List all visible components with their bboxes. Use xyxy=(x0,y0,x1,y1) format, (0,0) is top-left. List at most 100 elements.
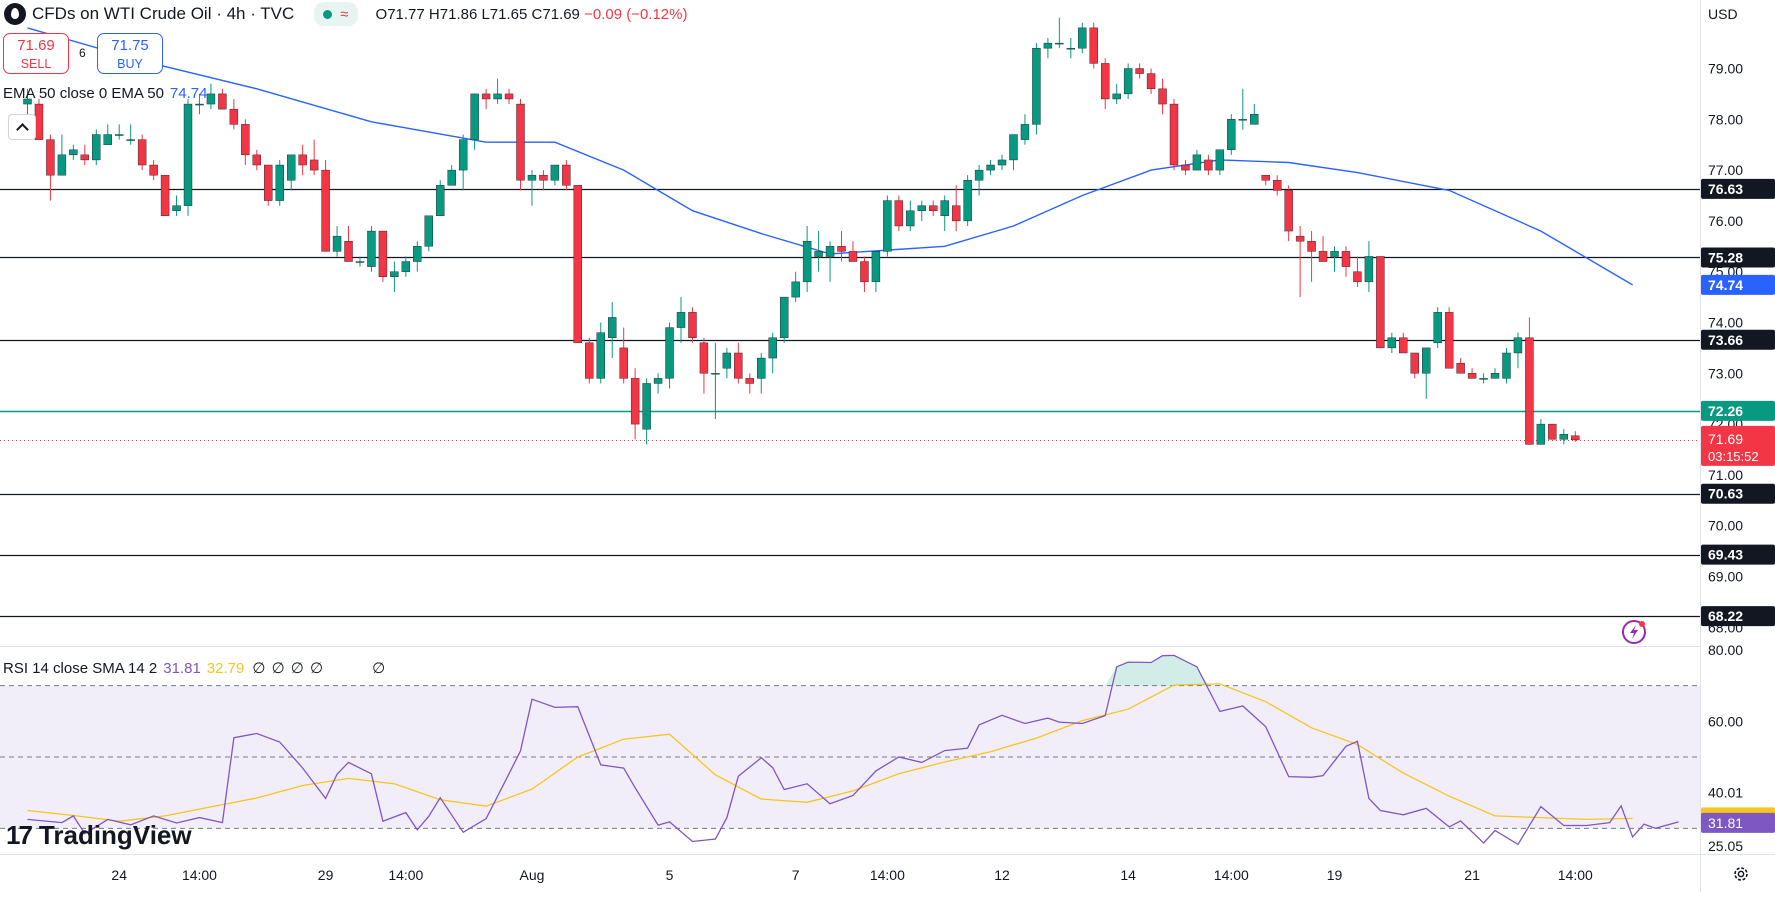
rsi-axis-tick: 25.05 xyxy=(1708,838,1743,854)
candle-body xyxy=(1055,42,1064,45)
candle xyxy=(103,124,112,145)
candle xyxy=(573,185,583,344)
bar-countdown-label: 03:15:52 xyxy=(1708,449,1759,464)
candle xyxy=(516,98,525,191)
header-bar: CFDs on WTI Crude Oil · 4h · TVC ≈ O71.7… xyxy=(0,0,687,28)
candle-body xyxy=(1181,164,1190,171)
ema-price-label: 74.74 xyxy=(1708,277,1743,293)
candle-body xyxy=(619,347,628,379)
level-label: 69.43 xyxy=(1708,547,1743,563)
ohlc-open: O71.77 xyxy=(375,5,425,23)
candle-body xyxy=(940,200,949,217)
candle-body xyxy=(1433,312,1442,344)
sell-price: 71.69 xyxy=(17,37,55,54)
candle xyxy=(1410,352,1419,379)
candle-body xyxy=(585,342,594,379)
candle-body xyxy=(779,296,789,338)
candle xyxy=(1399,332,1408,354)
chevron-up-icon[interactable] xyxy=(8,114,36,140)
candle xyxy=(802,225,812,293)
candle-body xyxy=(23,98,32,105)
candle xyxy=(390,261,399,293)
rsi-sma-legend-value: 32.79 xyxy=(206,660,245,677)
price-axis-tick: 69.00 xyxy=(1708,569,1743,585)
candle xyxy=(34,98,44,140)
candle xyxy=(92,129,101,166)
candle-body xyxy=(447,169,456,186)
market-status-pill[interactable]: ≈ xyxy=(314,2,358,26)
candle xyxy=(596,322,605,384)
candle-body xyxy=(1525,337,1534,445)
candle-body xyxy=(917,205,926,211)
candle-body xyxy=(92,134,101,161)
currency-selector[interactable]: USD xyxy=(1708,6,1738,22)
candle xyxy=(1341,246,1351,277)
candle xyxy=(929,200,938,216)
sell-button[interactable]: 71.69 SELL xyxy=(3,33,69,74)
candle-body xyxy=(1444,312,1454,369)
candle-body xyxy=(390,271,399,277)
candle xyxy=(1009,134,1018,171)
level-label: 72.26 xyxy=(1708,403,1743,419)
candle xyxy=(332,225,342,257)
candle-body xyxy=(355,261,365,263)
candle-body xyxy=(378,230,388,277)
candle xyxy=(688,307,697,343)
tradingview-logo[interactable]: 17 TradingView xyxy=(6,820,192,851)
candle xyxy=(562,159,571,191)
candle xyxy=(745,373,754,394)
candle xyxy=(734,342,743,384)
candle xyxy=(481,88,491,110)
level-label-bg xyxy=(1701,483,1775,504)
candle-body xyxy=(1158,88,1167,105)
buy-label: BUY xyxy=(117,57,143,71)
candle-body xyxy=(57,154,67,176)
candle-body xyxy=(527,174,537,181)
candle-body xyxy=(963,180,972,222)
candle xyxy=(1135,63,1144,79)
price-axis-tick: 76.00 xyxy=(1708,213,1743,229)
level-label: 76.63 xyxy=(1708,181,1743,197)
candle xyxy=(252,149,262,171)
time-axis-tick: 19 xyxy=(1327,867,1343,883)
gear-icon[interactable] xyxy=(1732,865,1750,883)
level-label-bg xyxy=(1701,400,1775,421)
candle-body xyxy=(413,246,422,262)
candle-body xyxy=(229,108,239,125)
ema-legend[interactable]: EMA 50 close 0 EMA 50 74.74 xyxy=(3,85,207,102)
candle xyxy=(1376,256,1385,349)
candle-body xyxy=(252,154,262,166)
candle xyxy=(665,322,674,389)
candle xyxy=(1513,332,1523,369)
time-axis-tick: 14:00 xyxy=(1558,867,1593,883)
candle-body xyxy=(1456,362,1465,374)
rsi-legend[interactable]: RSI 14 close SMA 14 2 31.81 32.79 ∅ ∅ ∅ ∅ ∅ xyxy=(3,659,385,677)
candle-body xyxy=(711,373,720,375)
candle-body xyxy=(860,261,869,283)
symbol-title[interactable]: CFDs on WTI Crude Oil · 4h · TVC xyxy=(32,4,295,23)
buy-button[interactable]: 71.75 BUY xyxy=(97,33,163,74)
candle-body xyxy=(309,159,319,171)
lightning-icon[interactable] xyxy=(1620,617,1650,647)
candle-body xyxy=(504,93,514,100)
candle xyxy=(1548,423,1557,440)
candle-body xyxy=(653,378,663,384)
candle xyxy=(80,144,90,166)
candle xyxy=(229,98,239,130)
level-label-bg xyxy=(1701,178,1775,199)
ema-price-label-bg xyxy=(1701,274,1775,295)
candle xyxy=(493,78,502,105)
candle xyxy=(1559,429,1569,445)
candle-body xyxy=(1227,119,1236,150)
candle xyxy=(344,225,353,262)
candle xyxy=(630,368,640,440)
candle-body xyxy=(997,159,1007,166)
candle-body xyxy=(1238,119,1247,121)
candle-body xyxy=(264,164,273,201)
candle-body xyxy=(1307,241,1316,252)
oil-drop-icon xyxy=(4,3,26,25)
candle xyxy=(1146,68,1156,94)
candle-body xyxy=(1146,73,1156,90)
candle-body xyxy=(1548,423,1557,440)
candle xyxy=(1043,38,1053,59)
